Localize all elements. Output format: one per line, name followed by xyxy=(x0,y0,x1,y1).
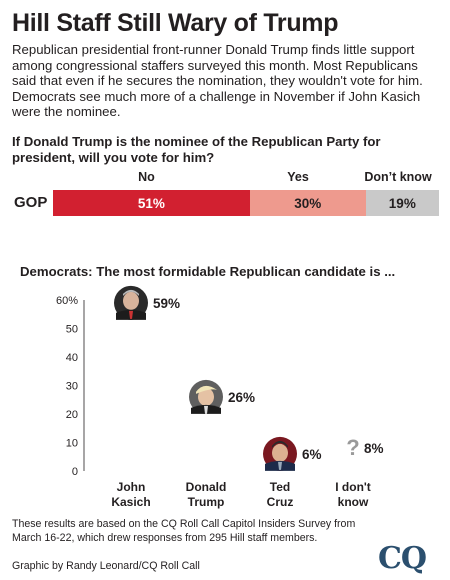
y-tick-label: 30 xyxy=(66,381,78,393)
y-tick-label: 50 xyxy=(66,324,78,336)
header: Hill Staff Still Wary of Trump Republica… xyxy=(12,8,440,166)
footnote: These results are based on the CQ Roll C… xyxy=(12,518,356,544)
y-tick-label: 0 xyxy=(72,466,78,478)
stacked-bar: 51% 30% 19% xyxy=(53,190,439,216)
dem-question: Democrats: The most formidable Republica… xyxy=(20,264,396,279)
credit: Graphic by Randy Leonard/CQ Roll Call xyxy=(12,560,200,572)
x-category-label: know xyxy=(338,495,369,509)
kasich-photo xyxy=(114,285,148,320)
question-mark-icon: ? xyxy=(346,435,359,460)
cruz-photo xyxy=(263,436,297,471)
y-tick-label: 20 xyxy=(66,409,78,421)
legend-no: No xyxy=(138,170,155,184)
gop-stacked-bar-chart: No Yes Don’t know GOP 51% 30% 19% xyxy=(12,170,440,220)
intro-text: Republican presidential front-runner Don… xyxy=(12,42,423,120)
x-category-label: I don't xyxy=(335,480,371,494)
y-tick-label: 40 xyxy=(66,352,78,364)
legend-yes: Yes xyxy=(287,170,309,184)
x-category-label: Cruz xyxy=(267,495,294,509)
bar-segment-no: 51% xyxy=(53,190,250,216)
y-tick-label: 10 xyxy=(66,438,78,450)
x-category-label: John xyxy=(117,480,146,494)
x-category-label: Ted xyxy=(270,480,290,494)
bar-segment-yes: 30% xyxy=(249,190,366,216)
svg-text:?: ? xyxy=(346,435,359,460)
y-tick-label: 60% xyxy=(56,295,78,307)
x-category-label: Trump xyxy=(188,495,225,509)
cq-logo: CQ xyxy=(378,541,427,576)
category-label-gop: GOP xyxy=(14,194,48,211)
x-category-label: Kasich xyxy=(111,495,150,509)
data-label: 59% xyxy=(153,296,180,311)
legend-dont-know: Don’t know xyxy=(364,170,432,184)
x-category-label: Donald xyxy=(186,480,227,494)
bar-segment-dont-know: 19% xyxy=(365,190,439,216)
trump-photo xyxy=(189,379,223,414)
data-label: 8% xyxy=(364,441,384,456)
gop-question: If Donald Trump is the nominee of the Re… xyxy=(12,133,381,165)
data-label: 6% xyxy=(302,447,322,462)
data-label: 26% xyxy=(228,390,255,405)
page-title: Hill Staff Still Wary of Trump xyxy=(12,9,339,37)
